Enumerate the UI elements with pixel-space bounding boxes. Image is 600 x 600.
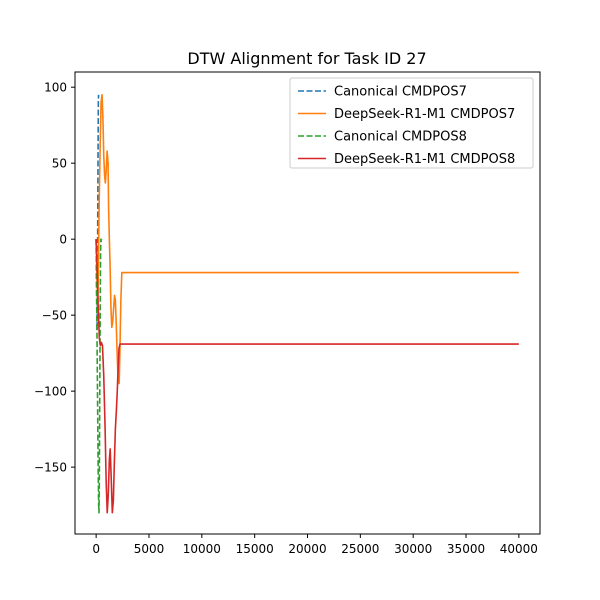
x-tick-label: 10000: [183, 542, 221, 556]
x-tick-label: 40000: [500, 542, 538, 556]
y-tick-label: −100: [34, 385, 67, 399]
legend: Canonical CMDPOS7 DeepSeek-R1-M1 CMDPOS7 C…: [289, 77, 534, 169]
x-tick-label: 25000: [341, 542, 379, 556]
x-tick-label: 5000: [134, 542, 165, 556]
chart-title: DTW Alignment for Task ID 27: [187, 49, 426, 68]
legend-label-1: DeepSeek-R1-M1 CMDPOS7: [334, 107, 515, 122]
y-tick-label: −150: [34, 461, 67, 475]
series-lines: [95, 94, 519, 514]
y-axis: 100 50 0 −50 −100 −150: [34, 81, 75, 475]
y-tick-label: 100: [44, 81, 67, 95]
legend-box: [289, 77, 534, 169]
y-tick-label: −50: [42, 309, 67, 323]
legend-label-2: Canonical CMDPOS8: [334, 130, 467, 145]
x-tick-label: 35000: [447, 542, 485, 556]
y-tick-label: 0: [59, 233, 67, 247]
x-axis: 0 5000 10000 15000 20000 25000 30000 35000 40000: [92, 534, 538, 556]
legend-label-3: DeepSeek-R1-M1 CMDPOS8: [334, 152, 515, 167]
x-tick-label: 0: [92, 542, 100, 556]
y-tick-label: 50: [52, 157, 67, 171]
x-tick-label: 15000: [236, 542, 274, 556]
x-tick-label: 20000: [288, 542, 326, 556]
x-tick-label: 30000: [394, 542, 432, 556]
legend-label-0: Canonical CMDPOS7: [334, 85, 467, 100]
series-line-3: [95, 239, 519, 514]
